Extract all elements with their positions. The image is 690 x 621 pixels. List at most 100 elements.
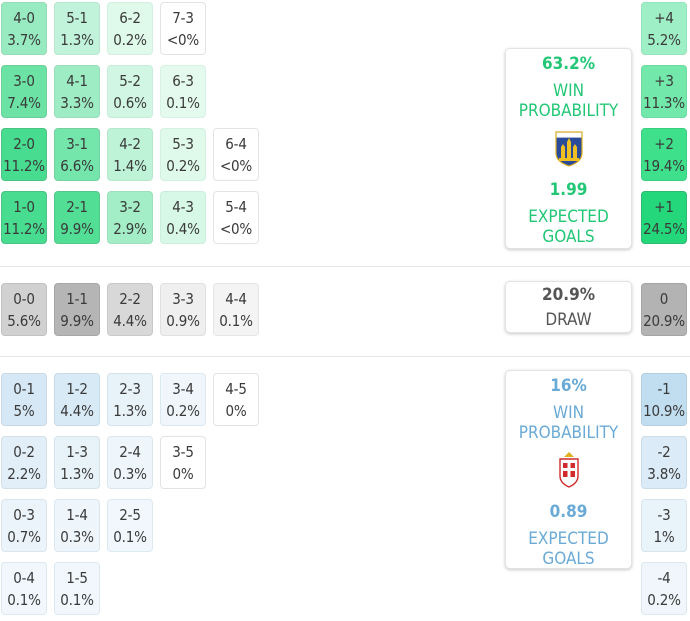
probability-label: 0.6% [113,93,147,112]
score-label: 3-3 [172,289,194,308]
score-label: 4-3 [172,197,194,216]
goal-margin-cell: 0 20.9% [641,283,687,336]
draw-score-cell: 0-0 5.6% [1,283,47,336]
probability-label: 5.6% [7,311,41,330]
home-win-score-cell: 6-3 0.1% [160,65,206,118]
score-label: -1 [657,379,671,398]
draw-label: DRAW [545,310,592,330]
score-label: 4-5 [225,379,247,398]
score-label: 5-4 [225,197,247,216]
score-label: 0-0 [13,289,35,308]
score-label: 0-4 [13,568,35,587]
score-label: 0-3 [13,505,35,524]
probability-label: 2.9% [113,219,147,238]
goal-margin-cell: +1 24.5% [641,191,687,244]
score-label: 0-1 [13,379,35,398]
probability-label: 0.1% [166,93,200,112]
probability-label: 7.4% [7,93,41,112]
score-label: 1-3 [66,442,88,461]
home-win-label: PROBABILITY [518,101,619,121]
home-win-score-cell: 6-4 <0% [213,128,259,181]
score-label: 2-5 [119,505,141,524]
home-xg-label: EXPECTED [528,207,609,227]
away-win-score-cell: 2-5 0.1% [107,499,153,552]
probability-label: 0.1% [7,590,41,609]
score-label: 2-3 [119,379,141,398]
score-label: 3-1 [66,134,88,153]
probability-label: 19.4% [643,156,685,175]
score-label: 2-1 [66,197,88,216]
home-win-score-cell: 3-1 6.6% [54,128,100,181]
score-label: 0-2 [13,442,35,461]
home-win-label: WIN [552,81,585,101]
score-label: 1-1 [66,289,88,308]
score-label: +4 [654,8,674,27]
probability-label: 3.3% [60,93,94,112]
score-label: 3-2 [119,197,141,216]
probability-label: 0.1% [113,527,147,546]
score-label: 2-4 [119,442,141,461]
away-win-score-cell: 1-4 0.3% [54,499,100,552]
probability-label: 10.9% [643,401,685,420]
score-label: 3-4 [172,379,194,398]
home-win-score-cell: 4-2 1.4% [107,128,153,181]
home-win-score-cell: 1-0 11.2% [1,191,47,244]
draw-score-cell: 2-2 4.4% [107,283,153,336]
probability-label: 3.8% [647,464,681,483]
probability-label: 0.2% [166,401,200,420]
probability-label: 1.3% [60,30,94,49]
away-win-score-cell: 2-3 1.3% [107,373,153,426]
draw-score-cell: 4-4 0.1% [213,283,259,336]
probability-label: 0.1% [219,311,253,330]
probability-label: 20.9% [643,311,685,330]
draw-score-cell: 1-1 9.9% [54,283,100,336]
home-win-score-cell: 4-0 3.7% [1,2,47,55]
away-win-score-cell: 0-4 0.1% [1,562,47,615]
home-win-score-cell: 7-3 <0% [160,2,206,55]
score-label: 4-4 [225,289,247,308]
score-label: 0 [659,289,669,308]
away-win-score-cell: 2-4 0.3% [107,436,153,489]
goal-margin-cell: -1 10.9% [641,373,687,426]
probability-label: 0.9% [166,311,200,330]
probability-label: 0.2% [166,156,200,175]
goal-margin-cell: -2 3.8% [641,436,687,489]
score-label: 4-0 [13,8,35,27]
away-win-label: WIN [552,403,585,423]
probability-label: 3.7% [7,30,41,49]
goal-margin-cell: +2 19.4% [641,128,687,181]
home-win-score-cell: 4-3 0.4% [160,191,206,244]
away-win-pct: 16% [550,376,587,396]
score-label: 3-0 [13,71,35,90]
goal-margin-cell: -4 0.2% [641,562,687,615]
away-xg-label: EXPECTED [528,529,609,549]
away-win-score-cell: 0-2 2.2% [1,436,47,489]
probability-label: 1.4% [113,156,147,175]
score-label: 5-2 [119,71,141,90]
section-divider [0,266,690,267]
goal-margin-cell: +4 5.2% [641,2,687,55]
score-label: 6-3 [172,71,194,90]
probability-label: <0% [219,156,253,175]
probability-label: 5% [13,401,35,420]
kvc-westerlo-crest-icon [554,129,584,171]
probability-label: 0% [172,464,194,483]
home-summary-card: 63.2% WIN PROBABILITY 1.99 EXPECTED GOAL… [505,48,632,249]
probability-label: 0.7% [7,527,41,546]
score-label: 1-0 [13,197,35,216]
score-label: 4-2 [119,134,141,153]
probability-label: 2.2% [7,464,41,483]
away-win-score-cell: 1-5 0.1% [54,562,100,615]
probability-label: 0.2% [113,30,147,49]
score-label: 6-2 [119,8,141,27]
home-win-score-cell: 5-4 <0% [213,191,259,244]
away-win-label: PROBABILITY [518,423,619,443]
away-xg: 0.89 [549,502,588,522]
home-win-score-cell: 3-0 7.4% [1,65,47,118]
away-xg-label: GOALS [542,549,595,569]
probability-label: <0% [166,30,200,49]
goal-margin-cell: -3 1% [641,499,687,552]
home-win-score-cell: 2-0 11.2% [1,128,47,181]
probability-label: 24.5% [643,219,685,238]
